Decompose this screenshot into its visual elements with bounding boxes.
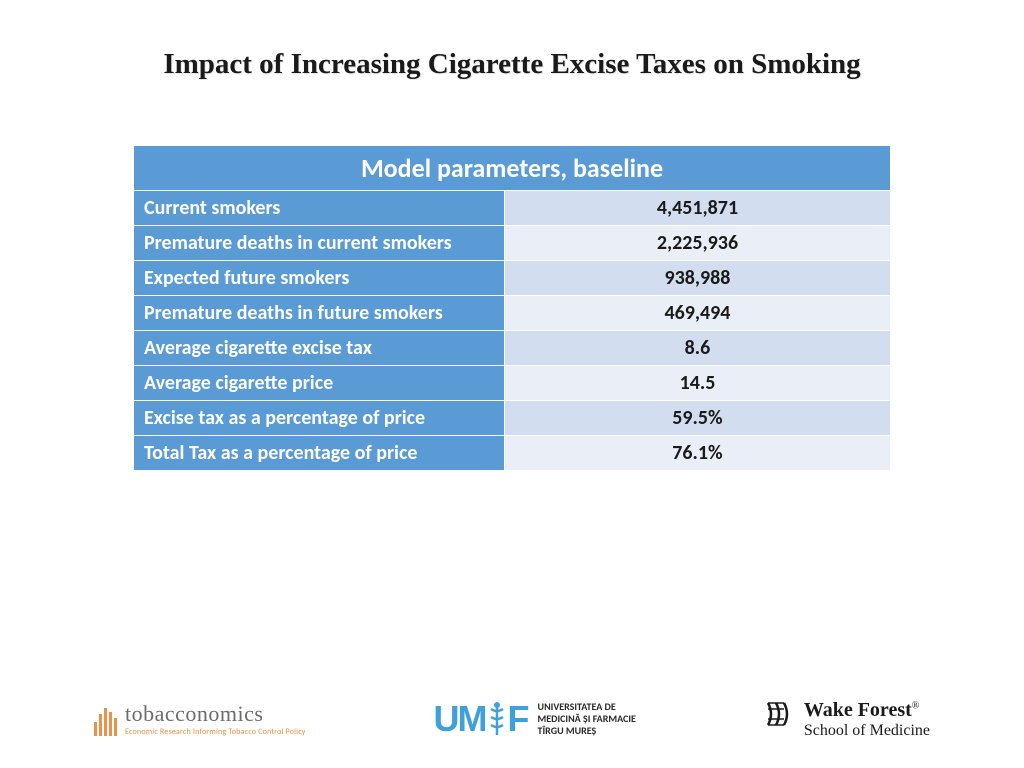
wakeforest-logo: Wake Forest® School of Medicine <box>764 699 930 740</box>
tobacconomics-logo: tobacconomics Economic Research Informin… <box>94 701 306 737</box>
wf-sub: School of Medicine <box>804 722 930 740</box>
row-value: 8.6 <box>504 331 890 366</box>
tobacco-tagline: Economic Research Informing Tobacco Cont… <box>125 727 306 737</box>
table-row: Expected future smokers 938,988 <box>134 261 891 296</box>
row-label: Premature deaths in future smokers <box>134 296 505 331</box>
table-row: Total Tax as a percentage of price 76.1% <box>134 436 891 471</box>
table-row: Excise tax as a percentage of price 59.5… <box>134 401 891 436</box>
table-row: Premature deaths in future smokers 469,4… <box>134 296 891 331</box>
row-label: Average cigarette excise tax <box>134 331 505 366</box>
row-value: 59.5% <box>504 401 890 436</box>
table-header: Model parameters, baseline <box>134 146 891 191</box>
row-label: Expected future smokers <box>134 261 505 296</box>
row-value: 2,225,936 <box>504 226 890 261</box>
umf-mark: UM F <box>434 698 528 740</box>
helix-icon <box>764 699 798 729</box>
parameters-table: Model parameters, baseline Current smoke… <box>133 145 891 471</box>
umf-text: UNIVERSITATEA DE MEDICINĂ ȘI FARMACIE TÎ… <box>538 701 636 737</box>
bar-chart-icon <box>94 702 117 736</box>
table-row: Current smokers 4,451,871 <box>134 191 891 226</box>
row-value: 76.1% <box>504 436 890 471</box>
row-label: Premature deaths in current smokers <box>134 226 505 261</box>
row-value: 469,494 <box>504 296 890 331</box>
caduceus-icon <box>486 701 508 737</box>
row-label: Average cigarette price <box>134 366 505 401</box>
table-row: Premature deaths in current smokers 2,22… <box>134 226 891 261</box>
table-row: Average cigarette price 14.5 <box>134 366 891 401</box>
footer-logos: tobacconomics Economic Research Informin… <box>0 698 1024 740</box>
row-label: Total Tax as a percentage of price <box>134 436 505 471</box>
tobacco-name: tobacconomics <box>125 701 306 727</box>
row-value: 938,988 <box>504 261 890 296</box>
row-value: 4,451,871 <box>504 191 890 226</box>
row-label: Excise tax as a percentage of price <box>134 401 505 436</box>
umf-logo: UM F UNIVERSITATEA DE MEDICINĂ ȘI FARMAC… <box>434 698 636 740</box>
row-value: 14.5 <box>504 366 890 401</box>
row-label: Current smokers <box>134 191 505 226</box>
wf-name: Wake Forest® <box>804 699 930 722</box>
page-title: Impact of Increasing Cigarette Excise Ta… <box>0 0 1024 81</box>
table-row: Average cigarette excise tax 8.6 <box>134 331 891 366</box>
